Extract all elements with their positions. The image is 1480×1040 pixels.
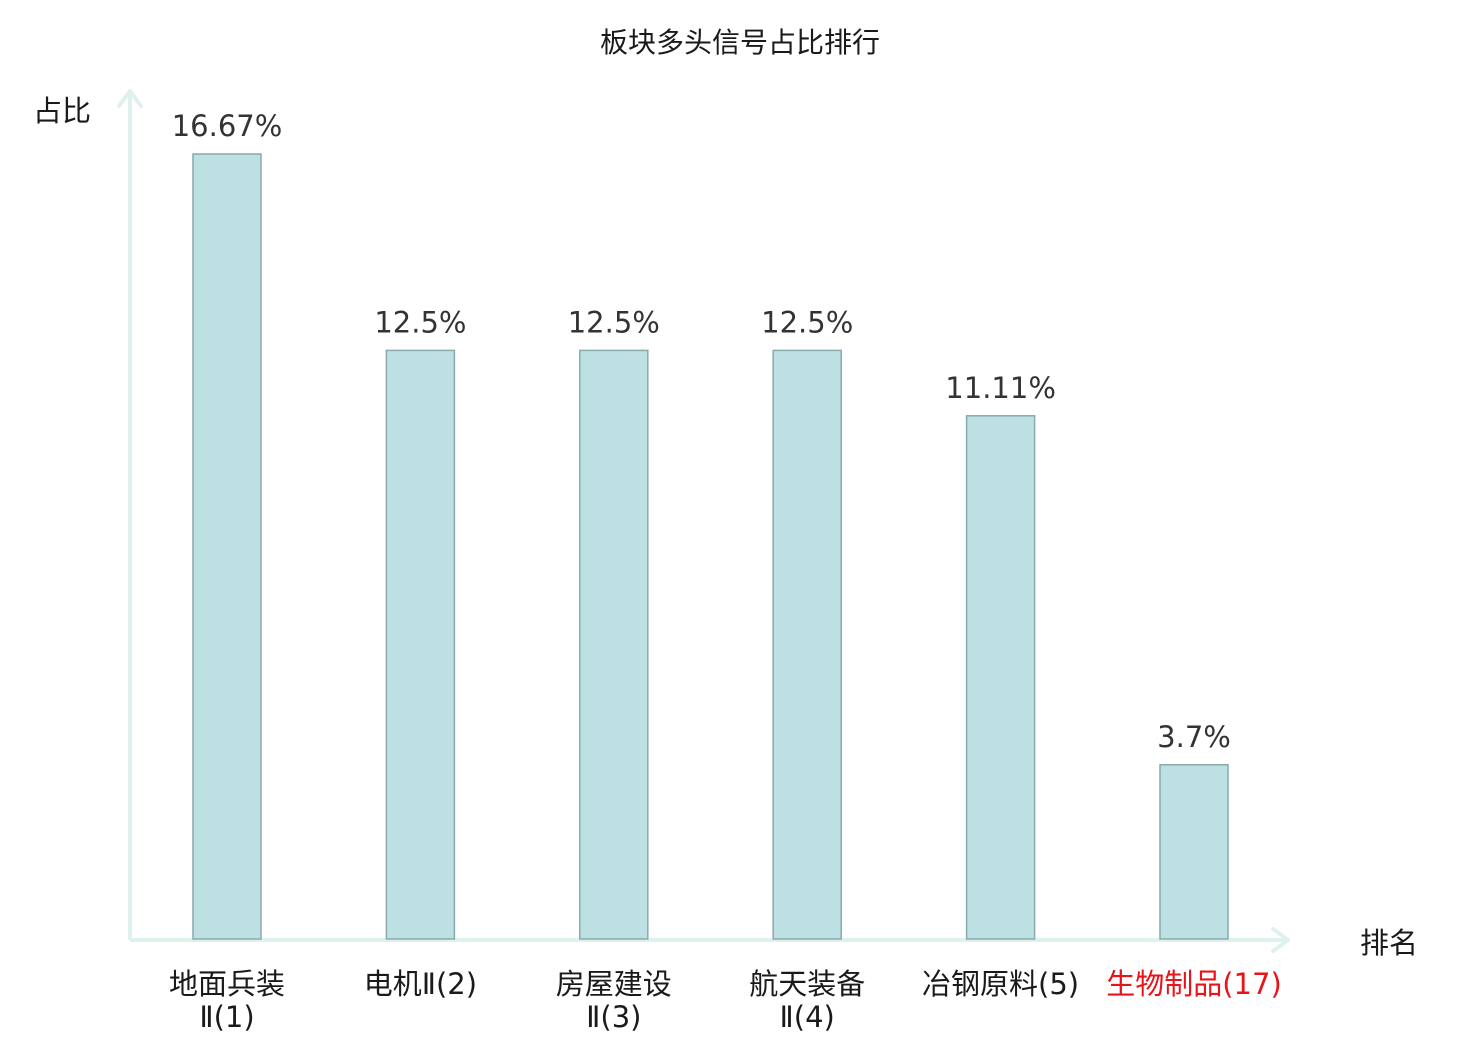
- x-axis-arrow: [1271, 927, 1290, 953]
- category-tick-label: 地面兵装: [169, 967, 285, 1001]
- category-tick-label: 房屋建设: [556, 967, 672, 1001]
- bar-value-label: 12.5%: [568, 305, 660, 339]
- value-labels-group: 16.67% 12.5% 12.5% 12.5% 11.11% 3.7%: [172, 109, 1231, 754]
- bar-value-label: 3.7%: [1157, 720, 1231, 754]
- bar-value-label: 11.11%: [945, 371, 1056, 405]
- bar: [772, 349, 842, 940]
- y-axis-label: 占比: [33, 94, 91, 128]
- category-tick-label: Ⅱ(1): [199, 1000, 254, 1034]
- bar-value-label: 12.5%: [761, 305, 853, 339]
- category-tick-label: 生物制品(17): [1106, 967, 1282, 1001]
- category-tick-label: Ⅱ(3): [586, 1000, 641, 1034]
- bars-group: [192, 153, 1229, 940]
- bar-value-label: 12.5%: [374, 305, 466, 339]
- chart-title: 板块多头信号占比排行: [600, 26, 880, 59]
- y-axis-arrow: [117, 89, 143, 108]
- category-tick-label: Ⅱ(4): [780, 1000, 835, 1034]
- bar: [579, 349, 649, 940]
- category-tick-label: 冶钢原料(5): [922, 967, 1079, 1001]
- axes: 占比 排名: [33, 89, 1418, 960]
- bar: [385, 349, 456, 940]
- x-axis-label: 排名: [1360, 926, 1418, 960]
- bar: [192, 153, 262, 940]
- category-tick-label: 航天装备: [749, 967, 865, 1001]
- bar: [965, 415, 1036, 940]
- bar: [1159, 764, 1229, 940]
- category-tick-label: 电机Ⅱ(2): [364, 967, 477, 1001]
- bar-value-label: 16.67%: [172, 109, 283, 143]
